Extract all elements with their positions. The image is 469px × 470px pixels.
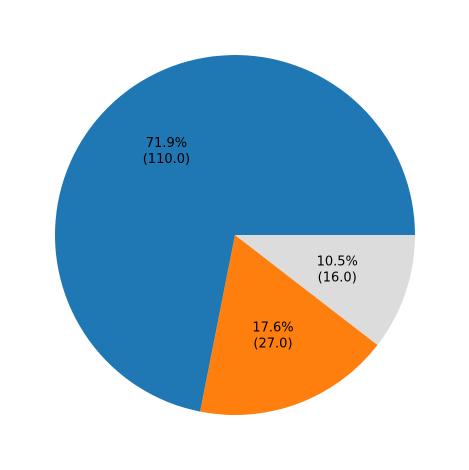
pie-slice-0 bbox=[55, 55, 416, 412]
pie-slice-1-percent-label: 17.6% bbox=[252, 321, 293, 336]
pie-slice-0-percent-label: 71.9% bbox=[146, 136, 187, 151]
pie-slice-0-value-label: (110.0) bbox=[143, 152, 190, 167]
pie-slice-2-percent-label: 10.5% bbox=[317, 254, 358, 269]
pie-labels: 71.9%(110.0) 17.6%(27.0) 10.5%(16.0) bbox=[143, 136, 358, 352]
pie-slice-1 bbox=[200, 235, 378, 416]
pie-slices bbox=[55, 55, 416, 416]
pie-slice-2 bbox=[235, 235, 415, 345]
pie-slice-1-value-label: (27.0) bbox=[253, 337, 292, 352]
pie-slice-2-value-label: (16.0) bbox=[318, 270, 357, 285]
